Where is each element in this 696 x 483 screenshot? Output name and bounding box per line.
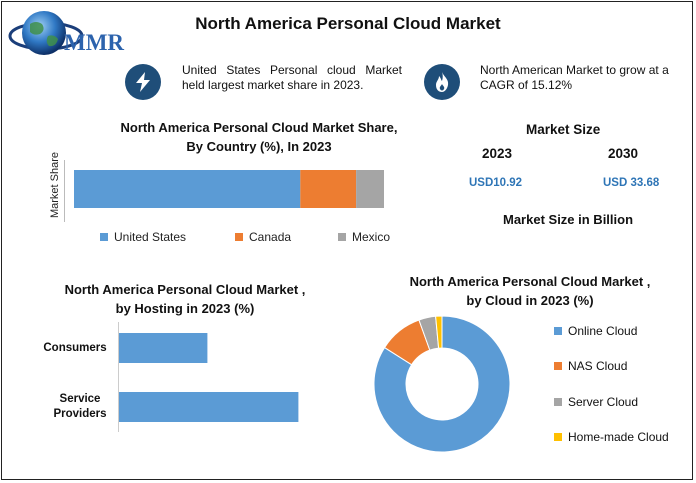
market-size-title: Market Size	[526, 122, 601, 137]
country-chart-title: North America Personal Cloud Market Shar…	[84, 118, 434, 156]
hosting-category-service-providers-line2: Providers	[53, 408, 107, 420]
market-size-value-2030: USD 33.68	[603, 177, 660, 189]
market-size-year-2030: 2030	[608, 146, 639, 161]
donut-swatch-server-cloud	[554, 398, 562, 406]
donut-legend-server-cloud: Server Cloud	[554, 395, 638, 409]
cloud-chart-title-line1: North America Personal Cloud Market ,	[409, 274, 651, 289]
market-size-unit-note: Market Size in Billion	[503, 212, 634, 227]
country-chart-ylabel: Market Share	[49, 151, 61, 219]
legend-label-mexico: Mexico	[352, 230, 391, 244]
hosting-category-service-providers-line1: Service	[59, 393, 101, 405]
donut-label-online-cloud: Online Cloud	[568, 324, 638, 338]
donut-label-nas-cloud: NAS Cloud	[568, 359, 628, 373]
country-chart-title-line2: By Country (%), In 2023	[186, 139, 332, 154]
donut-swatch-nas-cloud	[554, 362, 562, 370]
hosting-chart-title-line2: by Hosting in 2023 (%)	[115, 301, 255, 316]
cloud-chart-title: North America Personal Cloud Market , by…	[380, 272, 680, 310]
country-chart-ylabel-wrap: Market Share	[47, 151, 63, 223]
market-size-value-2023: USD10.92	[469, 177, 523, 189]
cloud-chart-title-line2: by Cloud in 2023 (%)	[466, 293, 594, 308]
page-title: North America Personal Cloud Market	[195, 14, 501, 33]
legend-item-united-states: United States	[100, 230, 186, 244]
donut-label-home-made-cloud: Home-made Cloud	[568, 430, 669, 444]
hosting-bar-consumers	[119, 333, 208, 363]
legend-label-united-states: United States	[114, 230, 187, 244]
legend-swatch-mexico	[338, 233, 346, 241]
legend-swatch-united-states	[100, 233, 108, 241]
lightning-icon	[125, 64, 161, 100]
highlight-text-1: United States Personal cloud Market held…	[182, 63, 402, 92]
country-chart-axis	[64, 160, 65, 222]
hosting-category-consumers: Consumers	[38, 341, 112, 356]
hosting-category-service-providers: Service Providers	[38, 392, 122, 422]
donut-legend-home-made-cloud: Home-made Cloud	[554, 430, 669, 444]
donut-legend-nas-cloud: NAS Cloud	[554, 359, 627, 373]
legend-item-mexico: Mexico	[338, 230, 390, 244]
legend-swatch-canada	[235, 233, 243, 241]
donut-legend-online-cloud: Online Cloud	[554, 324, 637, 338]
donut-swatch-home-made-cloud	[554, 433, 562, 441]
donut-slice-home-made-cloud	[435, 315, 443, 349]
hosting-chart-axis	[118, 322, 119, 432]
legend-item-canada: Canada	[235, 230, 291, 244]
legend-label-canada: Canada	[249, 230, 292, 244]
flame-icon	[424, 64, 460, 100]
highlight-text-2: North American Market to grow at a CAGR …	[480, 63, 669, 92]
cloud-donut-chart	[373, 315, 511, 453]
mmr-logo	[8, 11, 84, 55]
country-chart-title-line1: North America Personal Cloud Market Shar…	[120, 120, 398, 135]
hosting-bar-chart	[119, 333, 299, 422]
hosting-category-consumers-label: Consumers	[43, 342, 107, 354]
hosting-bar-service-providers	[119, 392, 299, 422]
hosting-chart-title-line1: North America Personal Cloud Market ,	[64, 282, 306, 297]
bar-segment-mexico	[356, 170, 384, 208]
country-stacked-bar	[74, 170, 384, 208]
bar-segment-canada	[300, 170, 357, 208]
market-size-year-2023: 2023	[482, 146, 513, 161]
logo-text: MMR	[64, 30, 125, 55]
bar-segment-united-states	[74, 170, 301, 208]
country-chart-legend: United States Canada Mexico	[100, 230, 420, 246]
donut-label-server-cloud: Server Cloud	[568, 395, 639, 409]
donut-swatch-online-cloud	[554, 327, 562, 335]
hosting-chart-title: North America Personal Cloud Market , by…	[40, 280, 330, 318]
donut-slice-online-cloud	[373, 315, 511, 453]
